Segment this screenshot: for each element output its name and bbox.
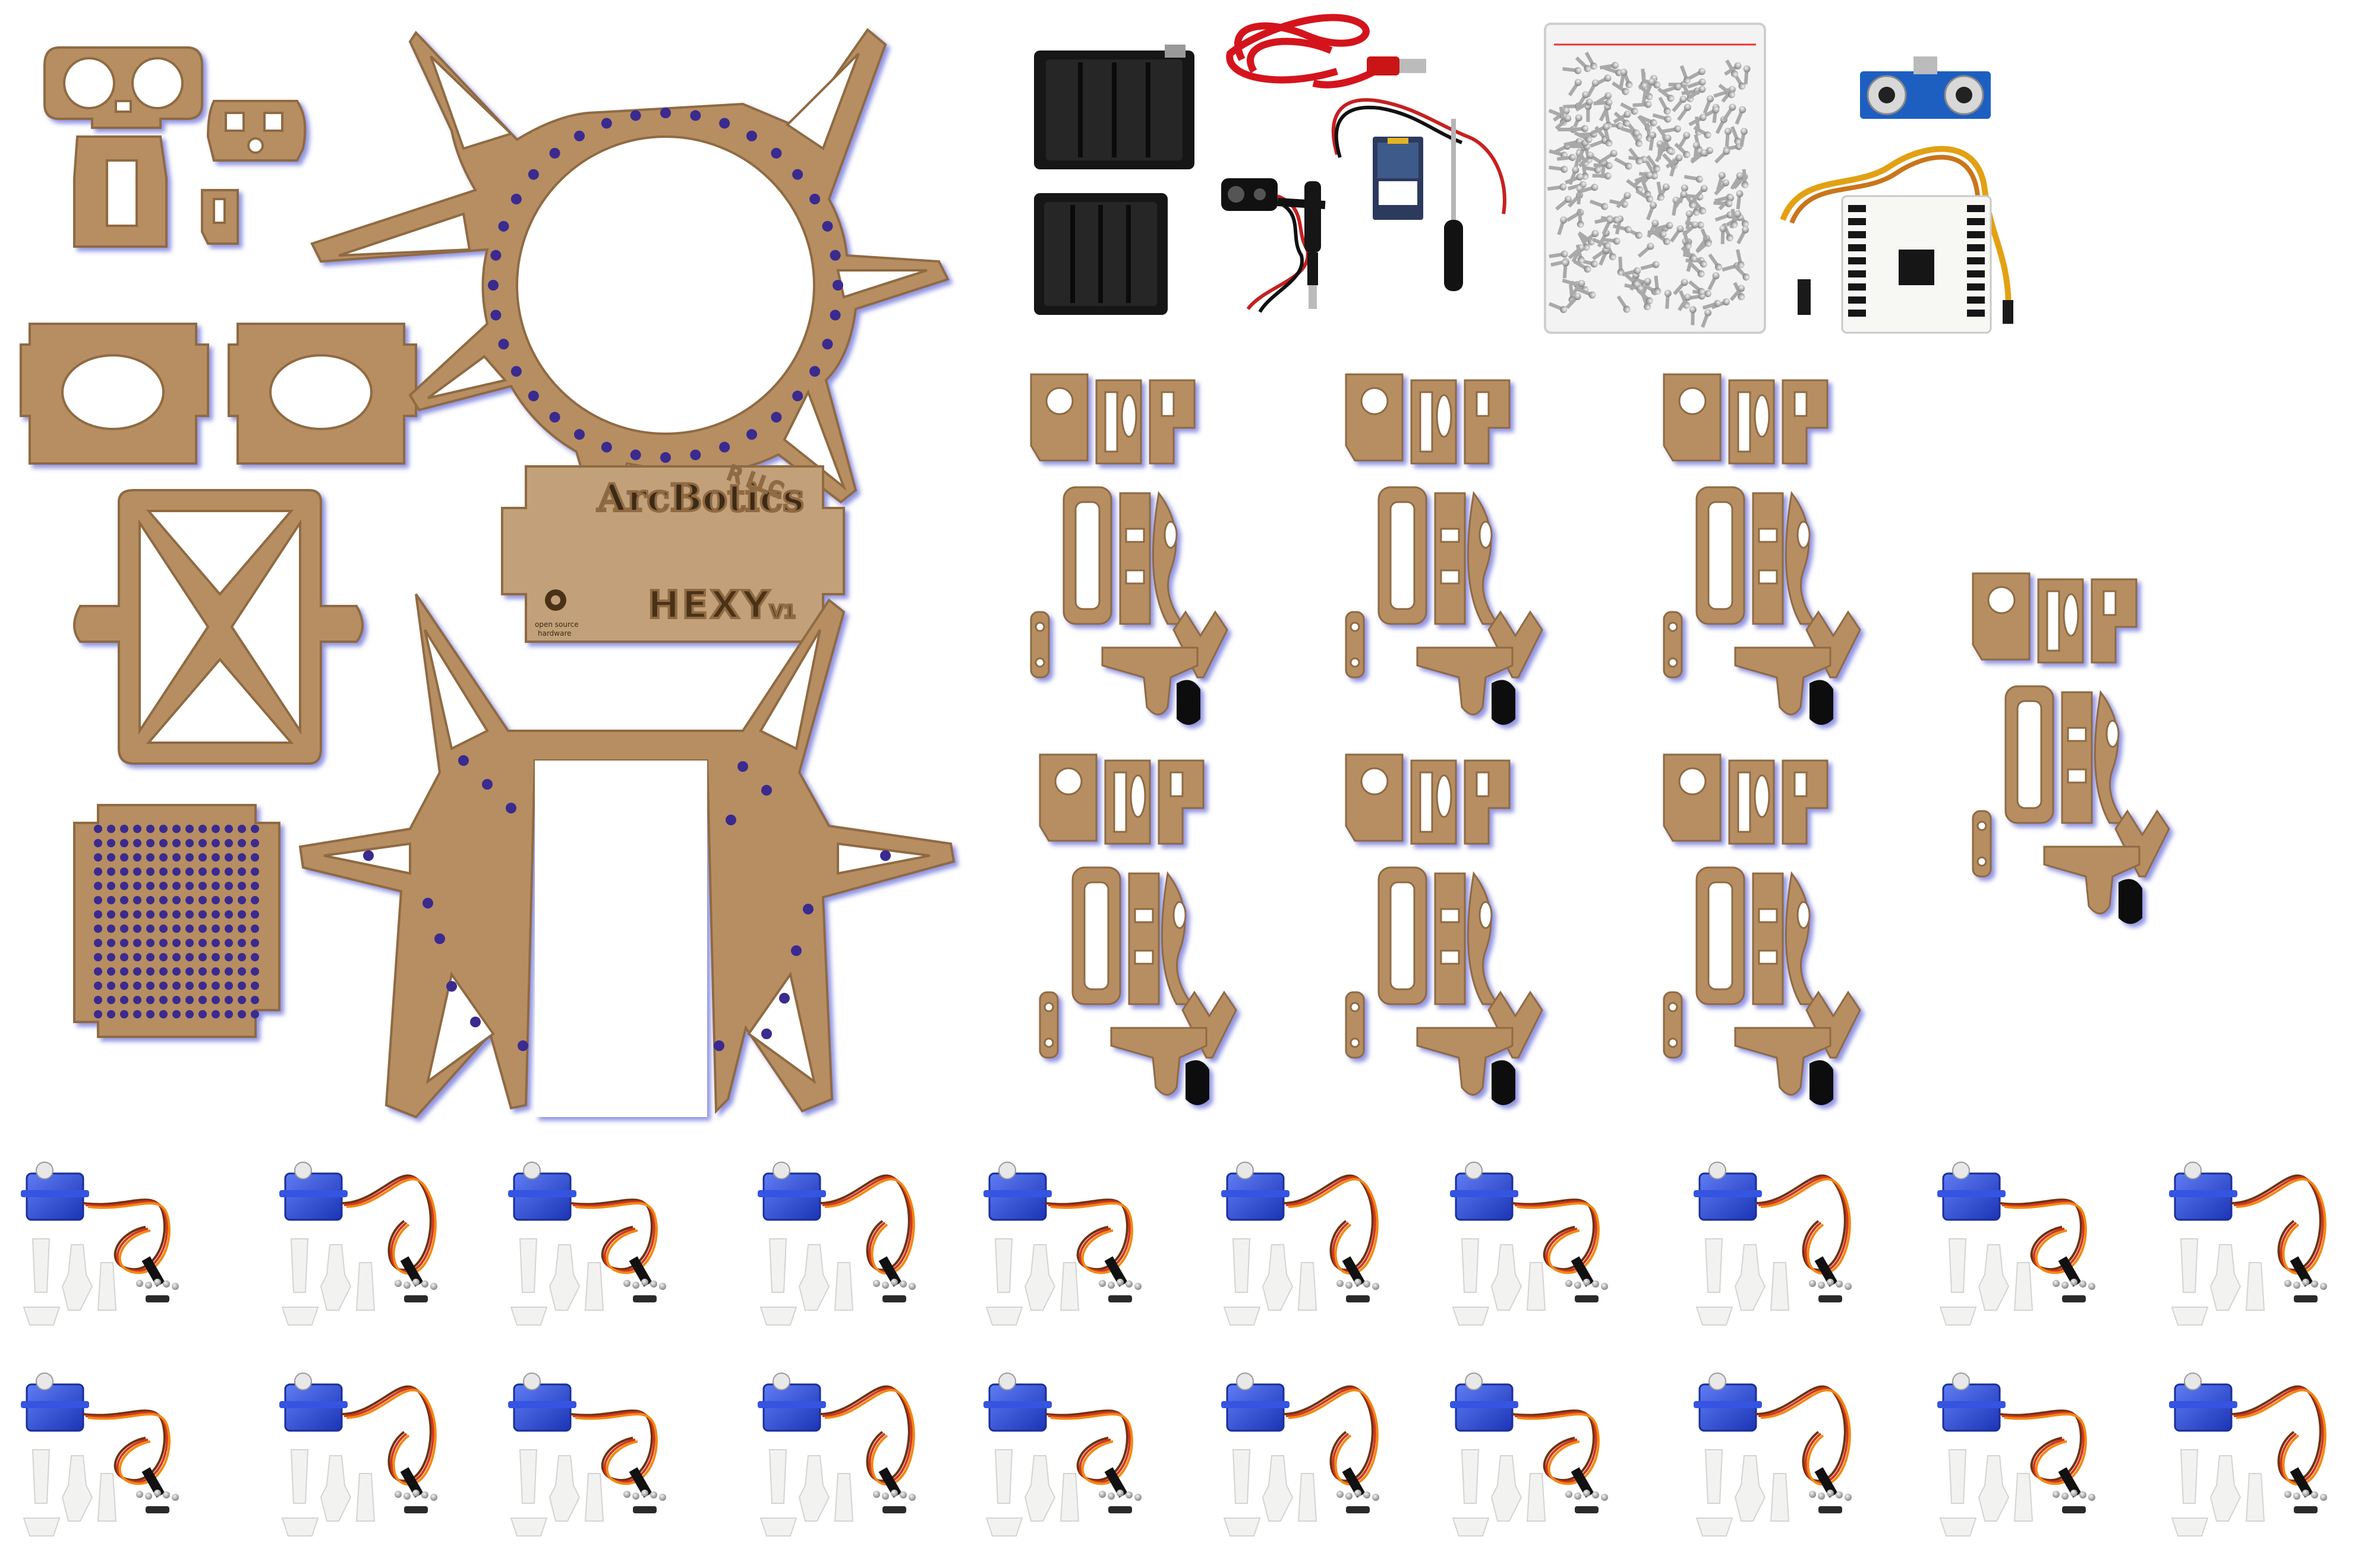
servo-motor-set — [21, 1162, 179, 1326]
cover-version-text: V1 — [770, 602, 796, 623]
electronics-group — [1034, 14, 2013, 334]
servo-motor-set — [1694, 1162, 1852, 1326]
screwdriver-tool — [1444, 119, 1463, 291]
servo-motor-set — [2169, 1162, 2327, 1326]
cover-brand-text: ArcBotics — [597, 476, 804, 520]
sensor-mount-plate — [43, 46, 203, 129]
leg-kit — [1345, 373, 1543, 725]
battery-holder-large — [1034, 45, 1194, 169]
screw-pile — [1547, 51, 1751, 328]
servo-motor-set — [1450, 1373, 1608, 1537]
small-clip — [201, 189, 239, 245]
servo-motor-set — [279, 1162, 437, 1326]
servo-motor-set — [1450, 1162, 1608, 1326]
top-star-body-plate — [310, 28, 950, 560]
servo-motor-set — [983, 1373, 1142, 1537]
cover-badge-line1: open source — [535, 620, 579, 629]
tilt-bracket — [73, 135, 168, 248]
servo-motor-set — [758, 1373, 916, 1537]
servo-motor-set — [1937, 1162, 2095, 1326]
arcbotics-cover-plate: ArcBotics R LLC HEXY V1 open source hard… — [501, 460, 845, 643]
open-hardware-gear-icon — [545, 589, 566, 611]
dc-barrel-plug — [1304, 98, 1506, 309]
leg-kits — [1030, 373, 2170, 1105]
leg-kit — [1972, 572, 2170, 924]
servo-motor-set — [1221, 1373, 1379, 1537]
servo-motor-set — [1694, 1373, 1852, 1537]
bluetooth-module — [1373, 137, 1423, 220]
servo-motor-set — [2169, 1373, 2327, 1537]
servo-controller-board — [1780, 146, 2013, 334]
acrylic-body-panels: ArcBotics R LLC HEXY V1 open source hard… — [20, 28, 956, 1119]
usb-cable — [1226, 14, 1387, 89]
servo-motor-set — [21, 1373, 179, 1537]
bottom-star-body-plate — [298, 593, 956, 1119]
leg-kit — [1663, 753, 1861, 1105]
x-frame-plate — [73, 489, 364, 765]
servo-motor-set — [758, 1162, 916, 1326]
battery-side-bracket-left — [20, 323, 209, 465]
servo-motor-set — [279, 1373, 437, 1537]
servo-motor-set — [1937, 1373, 2095, 1537]
servo-motor-set — [1221, 1162, 1379, 1326]
leg-kit — [1030, 373, 1228, 725]
perforated-plate — [73, 804, 280, 1038]
ultrasonic-sensor — [1860, 56, 1991, 119]
leg-kit — [1345, 753, 1543, 1105]
servo-motor-set — [508, 1373, 666, 1537]
screws-bag — [1544, 23, 1766, 334]
leg-kit — [1039, 753, 1237, 1105]
battery-holder-small — [1034, 193, 1168, 315]
battery-side-bracket-right — [228, 323, 417, 465]
leg-kit — [1663, 373, 1861, 725]
head-bracket — [206, 100, 307, 162]
cover-badge-line2: hardware — [538, 629, 572, 638]
servo-motors — [21, 1162, 2327, 1537]
servo-motor-set — [983, 1162, 1142, 1326]
cover-model-text: HEXY — [648, 583, 772, 627]
usb-plug-icon — [1367, 56, 1426, 75]
servo-motor-set — [508, 1162, 666, 1326]
